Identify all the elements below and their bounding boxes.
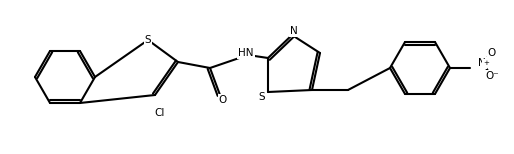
Text: O: O (488, 48, 496, 58)
Text: N: N (290, 26, 298, 36)
Text: +: + (483, 60, 489, 66)
Text: O: O (219, 95, 227, 105)
Text: S: S (259, 92, 265, 102)
Text: O⁻: O⁻ (485, 71, 499, 81)
Text: S: S (144, 35, 151, 45)
Text: HN: HN (238, 48, 254, 58)
Text: N: N (478, 58, 486, 68)
Text: Cl: Cl (155, 108, 165, 118)
